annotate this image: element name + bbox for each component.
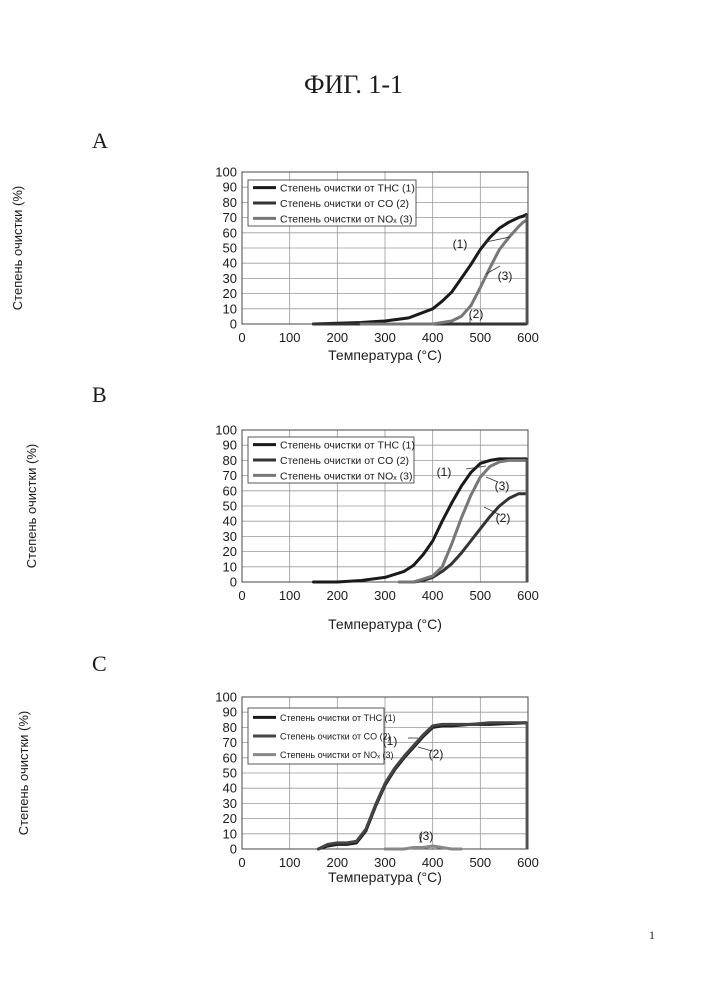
chart-b-xtick-label: 600 [517,588,539,603]
chart-b-ytick-label: 0 [230,575,237,590]
chart-b-xtick-label: 100 [279,588,301,603]
chart-b-legend-label-1: Степень очистки от THC (1) [280,440,415,452]
chart-c-ytick-label: 30 [223,796,237,811]
chart-c-x-axis-label: Температура (°C) [328,869,442,885]
chart-b-ytick-label: 90 [223,438,237,453]
chart-c-legend-label-2: Степень очистки от CO (2) [280,731,391,741]
chart-a-ytick-label: 40 [223,256,237,271]
chart-a-annotation-3: (3) [498,269,513,283]
chart-a-legend-label-2: Степень очистки от CO (2) [280,198,409,210]
chart-b-x-axis-label: Температура (°C) [328,616,442,632]
chart-a-ytick-label: 50 [223,241,237,256]
chart-c-ytick-label: 0 [230,842,237,857]
chart-c-xtick-label: 500 [469,855,491,870]
chart-b-ytick-label: 30 [223,529,237,544]
chart-b-y-axis-label: Степень очистки (%) [24,444,39,568]
chart-b-ytick-label: 20 [223,544,237,559]
chart-c-series-line-3 [385,846,461,849]
chart-a-ytick-label: 10 [223,301,237,316]
chart-a-legend-label-3: Степень очистки от NOₓ (3) [280,213,413,225]
chart-b-svg: 0102030405060708090100010020030040050060… [0,415,707,645]
chart-b-ytick-label: 10 [223,559,237,574]
chart-b-series-line-2 [399,494,526,582]
chart-a-ytick-label: 100 [215,165,237,180]
chart-c-ytick-label: 60 [223,750,237,765]
chart-c-xtick-label: 400 [422,855,444,870]
chart-c-xtick-label: 100 [279,855,301,870]
chart-a-xtick-label: 400 [422,330,444,345]
chart-a-xtick-label: 200 [326,330,348,345]
chart-a: 0102030405060708090100010020030040050060… [0,160,707,375]
chart-c-xtick-label: 600 [517,855,539,870]
chart-a-annotation-2: (2) [469,307,484,321]
chart-c-legend-label-1: Степень очистки от THC (1) [280,713,396,723]
chart-a-x-axis-label: Температура (°C) [328,347,442,363]
chart-b-legend-label-2: Степень очистки от CO (2) [280,455,409,467]
chart-c-ytick-label: 100 [215,690,237,705]
chart-a-xtick-label: 100 [279,330,301,345]
chart-b-annotation-2: (2) [496,511,511,525]
chart-c-xtick-label: 300 [374,855,396,870]
chart-b-annotation-3: (3) [495,479,510,493]
chart-b-xtick-label: 300 [374,588,396,603]
chart-b-ytick-label: 40 [223,514,237,529]
panel-letter-b: B [92,382,107,408]
chart-a-svg: 0102030405060708090100010020030040050060… [0,160,707,375]
chart-b-xtick-label: 200 [326,588,348,603]
chart-b-xtick-label: 500 [469,588,491,603]
chart-b: 0102030405060708090100010020030040050060… [0,415,707,645]
chart-a-ytick-label: 60 [223,225,237,240]
chart-b-annotation-1: (1) [437,465,452,479]
chart-b-ytick-label: 100 [215,423,237,438]
chart-a-annotation-1: (1) [453,237,468,251]
chart-b-legend-label-3: Степень очистки от NOₓ (3) [280,470,413,482]
chart-a-ytick-label: 70 [223,210,237,225]
figure-title: ФИГ. 1-1 [0,70,707,100]
chart-a-xtick-label: 600 [517,330,539,345]
chart-c-annotation-2: (2) [429,747,444,761]
chart-a-ytick-label: 90 [223,180,237,195]
panel-letter-c: C [92,651,107,677]
chart-c-ytick-label: 50 [223,766,237,781]
chart-a-ytick-label: 20 [223,286,237,301]
chart-b-ytick-label: 80 [223,453,237,468]
chart-c-ytick-label: 10 [223,826,237,841]
chart-b-ytick-label: 70 [223,468,237,483]
chart-b-ytick-label: 50 [223,499,237,514]
panel-letter-a: A [92,128,108,154]
chart-a-legend-label-1: Степень очистки от THC (1) [280,183,415,195]
page-number: 1 [649,928,655,943]
chart-a-xtick-label: 0 [238,330,245,345]
chart-a-ytick-label: 0 [230,317,237,332]
chart-c-legend-label-3: Степень очистки от NOₓ (3) [280,750,394,760]
chart-c-ytick-label: 20 [223,811,237,826]
chart-a-xtick-label: 500 [469,330,491,345]
chart-a-ytick-label: 80 [223,195,237,210]
chart-c-ytick-label: 40 [223,781,237,796]
chart-c-y-axis-label: Степень очистки (%) [16,711,31,835]
chart-c-ytick-label: 70 [223,735,237,750]
chart-c-annotation-1: (1) [383,734,398,748]
chart-c-xtick-label: 200 [326,855,348,870]
chart-c: 0102030405060708090100010020030040050060… [0,683,707,893]
chart-a-xtick-label: 300 [374,330,396,345]
chart-b-xtick-label: 0 [238,588,245,603]
chart-c-ytick-label: 90 [223,705,237,720]
chart-c-ytick-label: 80 [223,720,237,735]
chart-c-annotation-3: (3) [419,829,434,843]
chart-a-ytick-label: 30 [223,271,237,286]
chart-a-y-axis-label: Степень очистки (%) [10,186,25,310]
chart-b-ytick-label: 60 [223,483,237,498]
chart-c-svg: 0102030405060708090100010020030040050060… [0,683,707,893]
chart-b-xtick-label: 400 [422,588,444,603]
chart-c-xtick-label: 0 [238,855,245,870]
